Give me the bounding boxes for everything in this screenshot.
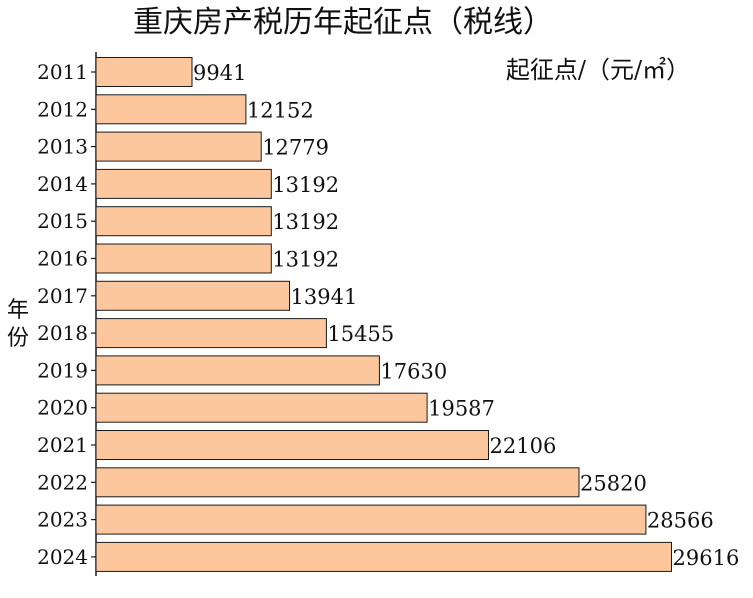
- bars-layer: 2011 9941 2012 12152 2013 12779 2014 13192 2015 1…: [37, 57, 740, 572]
- value-label-2019: 17630: [380, 359, 447, 383]
- value-label-2020: 19587: [428, 397, 495, 421]
- value-label-2024: 29616: [673, 546, 740, 570]
- chart-title: 重庆房产税历年起征点（税线）: [133, 5, 553, 40]
- y-tick-label-2021: 2021: [37, 433, 88, 457]
- value-label-2013: 12779: [262, 136, 329, 160]
- bar-2016: [95, 243, 272, 274]
- y-tick-label-2017: 2017: [37, 284, 88, 308]
- y-tick-label-2020: 2020: [37, 396, 88, 420]
- y-tick-label-2013: 2013: [37, 135, 88, 159]
- bar-2023: [95, 504, 647, 535]
- y-tick-label-2019: 2019: [37, 358, 88, 382]
- y-axis-label: 年份: [7, 298, 29, 351]
- bar-2019: [95, 355, 380, 386]
- bar-2013: [95, 131, 262, 162]
- bar-2012: [95, 94, 247, 125]
- y-tick-label-2011: 2011: [37, 60, 88, 84]
- y-tick-label-2024: 2024: [37, 545, 88, 569]
- value-label-2023: 28566: [647, 509, 714, 533]
- bar-2014: [95, 168, 272, 199]
- bar-2011: [95, 57, 193, 87]
- bar-2021: [95, 430, 489, 460]
- value-label-2018: 15455: [327, 322, 394, 346]
- value-label-2021: 22106: [490, 434, 557, 458]
- bar-2022: [95, 467, 580, 498]
- bar-2020: [95, 392, 428, 423]
- y-tick-label-2014: 2014: [37, 172, 88, 196]
- value-label-2015: 13192: [272, 210, 339, 234]
- bar-2018: [95, 318, 327, 349]
- bar-2017: [95, 280, 290, 311]
- y-tick-label-2012: 2012: [37, 97, 88, 121]
- y-tick-label-2022: 2022: [37, 470, 88, 494]
- bar-2024: [95, 541, 672, 572]
- value-label-2014: 13192: [272, 173, 339, 197]
- value-label-2012: 12152: [247, 98, 314, 122]
- value-label-2016: 13192: [272, 248, 339, 272]
- value-label-2017: 13941: [291, 285, 358, 309]
- value-label-2011: 9941: [193, 61, 246, 85]
- y-tick-label-2016: 2016: [37, 247, 88, 271]
- unit-label: 起征点/（元/㎡）: [506, 56, 690, 84]
- y-tick-label-2023: 2023: [37, 508, 88, 532]
- bar-2015: [95, 206, 272, 237]
- value-label-2022: 25820: [580, 471, 647, 495]
- y-axis-label-group: 年份: [7, 298, 29, 351]
- y-tick-label-2018: 2018: [37, 321, 88, 345]
- y-tick-label-2015: 2015: [37, 209, 88, 233]
